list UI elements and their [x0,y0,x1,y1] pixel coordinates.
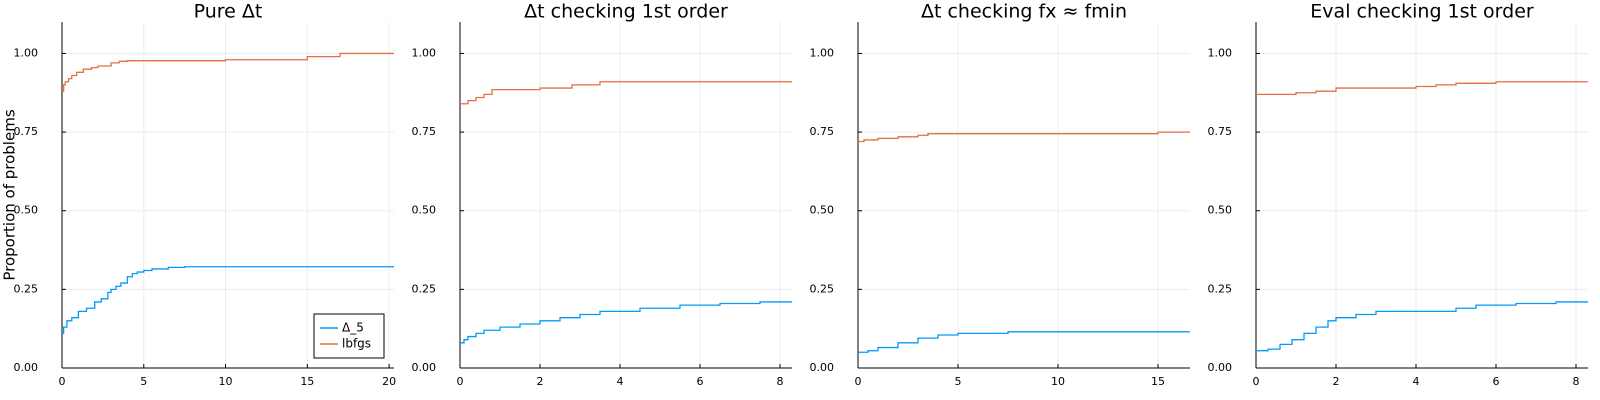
chart-panel-2: 0.00 0.25 0.50 0.75 1.00 0 2 4 6 8 Δt checking 1st… [412,1,792,388]
chart-panel-4: 0.00 0.25 0.50 0.75 1.00 0 2 4 6 8 Eval checking 1… [1208,1,1588,388]
chart-title: Δt checking 1st order [524,1,728,23]
x-tick-label: 10 [219,375,233,388]
x-tick-label: 20 [382,375,396,388]
y-tick-label: 0.00 [14,361,39,374]
y-tick-label: 0.50 [1208,204,1233,217]
series-line-lbfgs [858,131,1190,143]
chart-title: Pure Δt [194,1,263,23]
x-tick-label: 10 [1051,375,1065,388]
y-tick-label: 0.50 [14,204,39,217]
x-tick-label: 5 [140,375,147,388]
x-tick-label: 2 [1333,375,1340,388]
x-tick-label: 0 [855,375,862,388]
x-tick-label: 6 [697,375,704,388]
x-tick-label: 15 [300,375,314,388]
y-tick-label: 0.75 [14,125,39,138]
chart-title: Eval checking 1st order [1310,1,1534,23]
y-tick-label: 0.00 [1208,361,1233,374]
chart-title: Δt checking fx ≈ fmin [921,1,1127,23]
series-line-delta-5 [62,266,394,335]
series-line-lbfgs [1256,81,1588,95]
x-tick-label: 0 [1253,375,1260,388]
series-line-lbfgs [460,81,792,105]
series-line-delta-5 [858,331,1190,353]
x-tick-label: 4 [617,375,624,388]
x-tick-label: 0 [457,375,464,388]
y-tick-label: 1.00 [1208,46,1233,59]
y-axis-label: Proportion of problems [1,109,19,280]
chart-panel-1: 0.00 0.25 0.50 0.75 1.00 0 5 10 15 20 Pure Δt Δ_5lb… [14,1,397,389]
chart-panel-3: 0.00 0.25 0.50 0.75 1.00 0 5 10 15 Δt checking fx… [810,1,1190,388]
y-tick-label: 0.50 [810,204,835,217]
y-tick-label: 0.75 [1208,125,1233,138]
y-tick-label: 0.75 [412,125,437,138]
x-tick-label: 8 [1573,375,1580,388]
y-tick-label: 0.00 [412,361,437,374]
legend-box [313,313,385,359]
legend-label: Δ_5 [342,321,364,335]
y-tick-label: 1.00 [412,46,437,59]
y-tick-label: 0.25 [810,282,835,295]
legend-label: lbfgs [342,337,371,351]
y-tick-label: 0.00 [810,361,835,374]
y-tick-label: 0.75 [810,125,835,138]
x-tick-label: 8 [777,375,784,388]
series-line-lbfgs [62,52,394,92]
x-tick-label: 5 [955,375,962,388]
y-tick-label: 1.00 [14,46,39,59]
x-tick-label: 0 [59,375,66,388]
x-tick-label: 6 [1493,375,1500,388]
x-tick-label: 2 [537,375,544,388]
y-tick-label: 0.50 [412,204,437,217]
x-tick-label: 4 [1413,375,1420,388]
y-tick-label: 0.25 [412,282,437,295]
series-line-delta-5 [460,301,792,344]
y-tick-label: 1.00 [810,46,835,59]
series-line-delta-5 [1256,301,1588,352]
y-tick-label: 0.25 [14,282,39,295]
y-tick-label: 0.25 [1208,282,1233,295]
x-tick-label: 15 [1151,375,1165,388]
